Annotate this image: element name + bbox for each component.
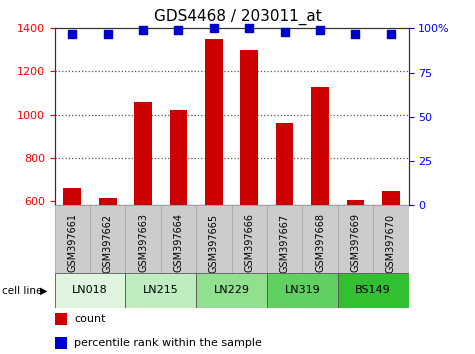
Bar (125, 205, 161, 273)
Bar (232, 205, 267, 273)
Text: GSM397670: GSM397670 (386, 213, 396, 273)
Text: cell line: cell line (2, 286, 43, 296)
Bar (205, 39, 223, 205)
Bar (161, 205, 196, 273)
Text: GSM397666: GSM397666 (244, 213, 254, 272)
Point (68, 31, 76, 36)
Bar (240, 50, 258, 205)
Bar (55, 273, 125, 308)
Point (352, 31, 359, 36)
Text: LN018: LN018 (72, 285, 108, 295)
Text: percentile rank within the sample: percentile rank within the sample (74, 338, 262, 348)
Bar (338, 205, 373, 273)
Text: GSM397669: GSM397669 (351, 213, 361, 272)
Bar (382, 191, 399, 205)
Text: GSM397663: GSM397663 (138, 213, 148, 272)
Bar (276, 123, 294, 205)
Point (387, 31, 395, 36)
Bar (64, 188, 81, 205)
Text: GSM397667: GSM397667 (280, 213, 290, 273)
Point (139, 27, 147, 33)
Text: LN229: LN229 (214, 285, 249, 295)
Bar (55, 205, 90, 273)
Bar (90, 205, 125, 273)
Bar (267, 205, 303, 273)
Point (281, 29, 288, 35)
Bar (99, 198, 116, 205)
Point (210, 25, 218, 31)
Bar (347, 200, 364, 205)
Text: GSM397665: GSM397665 (209, 213, 219, 273)
Bar (373, 205, 408, 273)
Text: GSM397664: GSM397664 (173, 213, 183, 272)
Point (175, 27, 182, 33)
Text: LN215: LN215 (143, 285, 179, 295)
Point (104, 31, 112, 36)
Bar (267, 273, 338, 308)
Bar (338, 273, 408, 308)
Bar (125, 273, 196, 308)
Text: GSM397661: GSM397661 (67, 213, 77, 272)
Bar (302, 205, 338, 273)
Point (316, 27, 324, 33)
Text: LN319: LN319 (285, 285, 320, 295)
Text: GSM397662: GSM397662 (103, 213, 113, 273)
Text: GSM397668: GSM397668 (315, 213, 325, 272)
Text: GDS4468 / 203011_at: GDS4468 / 203011_at (153, 9, 322, 25)
Bar (134, 102, 152, 205)
Bar (196, 273, 267, 308)
Bar (311, 87, 329, 205)
Bar (196, 205, 232, 273)
Point (246, 25, 253, 31)
Text: count: count (74, 314, 105, 324)
Bar (170, 110, 187, 205)
Bar (55, 313, 67, 325)
Text: BS149: BS149 (355, 285, 391, 295)
Text: ▶: ▶ (40, 286, 48, 296)
Bar (55, 337, 67, 349)
